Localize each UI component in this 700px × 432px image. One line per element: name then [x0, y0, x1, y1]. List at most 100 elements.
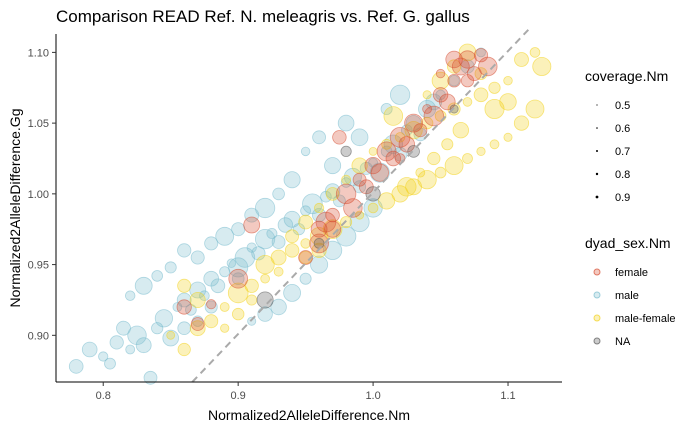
point-male-71	[124, 290, 136, 301]
point-male-2	[98, 351, 109, 362]
point-male-female-0	[166, 330, 176, 340]
point-male-female-41	[368, 146, 378, 156]
point-male-female-16	[377, 192, 396, 210]
series-male-female	[166, 43, 552, 357]
size-legend-label: 0.8	[615, 169, 630, 181]
point-male-female-55	[452, 121, 470, 139]
point-male-55	[476, 47, 486, 58]
color-legend-title: dyad_sex.Nm	[585, 235, 671, 251]
point-female-23	[432, 87, 449, 103]
point-male-1	[81, 341, 98, 358]
point-male-female-2	[189, 320, 206, 337]
point-female-18	[398, 136, 416, 153]
point-NA-1	[313, 237, 325, 249]
y-tick-label: 1.10	[28, 47, 49, 59]
point-male-67	[190, 250, 205, 265]
point-male-female-21	[444, 156, 464, 176]
color-legend: dyad_sex.Nm female male male-female NA	[585, 235, 676, 348]
point-male-61	[272, 187, 285, 201]
point-female-6	[309, 233, 329, 254]
point-female-2	[206, 299, 217, 310]
point-male-6	[125, 344, 136, 355]
x-tick-label: 1.0	[365, 390, 380, 402]
point-male-female-59	[397, 177, 417, 197]
y-axis-title: Normalized2AlleleDifference.Gg	[7, 109, 23, 308]
point-male-female-44	[325, 187, 340, 201]
size-legend-title: coverage.Nm	[585, 68, 668, 84]
point-male-3	[104, 357, 116, 370]
color-legend-key	[593, 337, 601, 345]
point-male-30	[283, 210, 301, 228]
color-legend-label: NA	[615, 336, 631, 348]
point-female-36	[310, 220, 328, 238]
point-male-85	[177, 321, 192, 336]
point-male-83	[204, 300, 218, 314]
point-female-30	[478, 56, 498, 77]
point-male-female-58	[415, 167, 426, 178]
point-male-7	[127, 325, 147, 346]
point-male-29	[277, 217, 294, 233]
point-male-female-28	[532, 57, 552, 77]
point-male-female-32	[488, 81, 501, 94]
color-legend-label: female	[615, 267, 648, 279]
point-male-female-57	[427, 151, 441, 166]
point-female-0	[176, 299, 192, 315]
point-male-female-9	[284, 243, 300, 258]
point-male-female-6	[244, 278, 259, 293]
size-legend-label: 0.6	[615, 123, 630, 135]
point-male-89	[389, 84, 411, 105]
point-male-female-20	[434, 166, 447, 179]
point-female-31	[445, 50, 463, 69]
point-female-14	[370, 163, 389, 182]
point-NA-0	[256, 291, 274, 309]
size-legend-key	[596, 150, 598, 152]
color-legend-key	[593, 314, 601, 322]
point-male-female-24	[489, 139, 500, 150]
point-male-female-63	[231, 307, 245, 321]
point-male-female-25	[503, 132, 513, 142]
point-male-35	[320, 190, 332, 203]
point-male-79	[270, 298, 287, 316]
point-male-86	[283, 171, 301, 189]
point-male-68	[164, 261, 177, 274]
color-legend-key	[593, 291, 601, 299]
point-male-57	[312, 130, 327, 145]
color-legend-key	[593, 268, 601, 276]
point-male-female-66	[177, 278, 192, 293]
point-female-22	[423, 105, 445, 127]
point-male-8	[135, 337, 152, 354]
point-female-20	[413, 123, 428, 138]
point-male-female-23	[476, 146, 486, 156]
point-male-19	[210, 278, 226, 294]
point-male-64	[204, 236, 219, 251]
point-female-4	[243, 216, 261, 234]
point-male-female-4	[219, 302, 230, 312]
point-male-female-5	[227, 282, 249, 304]
point-male-female-3	[204, 314, 219, 329]
plot-area	[68, 29, 552, 385]
x-tick-label: 0.9	[231, 390, 246, 402]
point-male-female-33	[473, 87, 489, 103]
point-female-32	[435, 68, 446, 79]
point-male-female-29	[529, 47, 541, 58]
series-male	[68, 47, 486, 385]
point-female-8	[332, 130, 347, 145]
series-female	[176, 48, 498, 331]
point-male-27	[266, 227, 278, 239]
x-tick-label: 0.8	[96, 390, 111, 402]
point-male-female-27	[525, 99, 545, 119]
point-male-26	[255, 229, 276, 250]
size-legend: coverage.Nm 0.5 0.6 0.7 0.8 0.9	[585, 68, 668, 204]
point-male-female-43	[341, 174, 352, 185]
point-male-73	[310, 255, 329, 274]
point-female-3	[228, 268, 249, 289]
y-tick-label: 0.90	[28, 330, 49, 342]
point-male-9	[143, 370, 158, 385]
y-axis-ticks: 0.90 0.95 1.00 1.05 1.10	[28, 47, 56, 342]
point-male-female-49	[431, 71, 450, 90]
point-male-female-22	[462, 153, 473, 164]
point-male-female-62	[246, 294, 258, 306]
point-male-female-26	[513, 115, 530, 131]
point-NA-2	[340, 145, 352, 157]
size-legend-label: 0.9	[615, 192, 630, 204]
